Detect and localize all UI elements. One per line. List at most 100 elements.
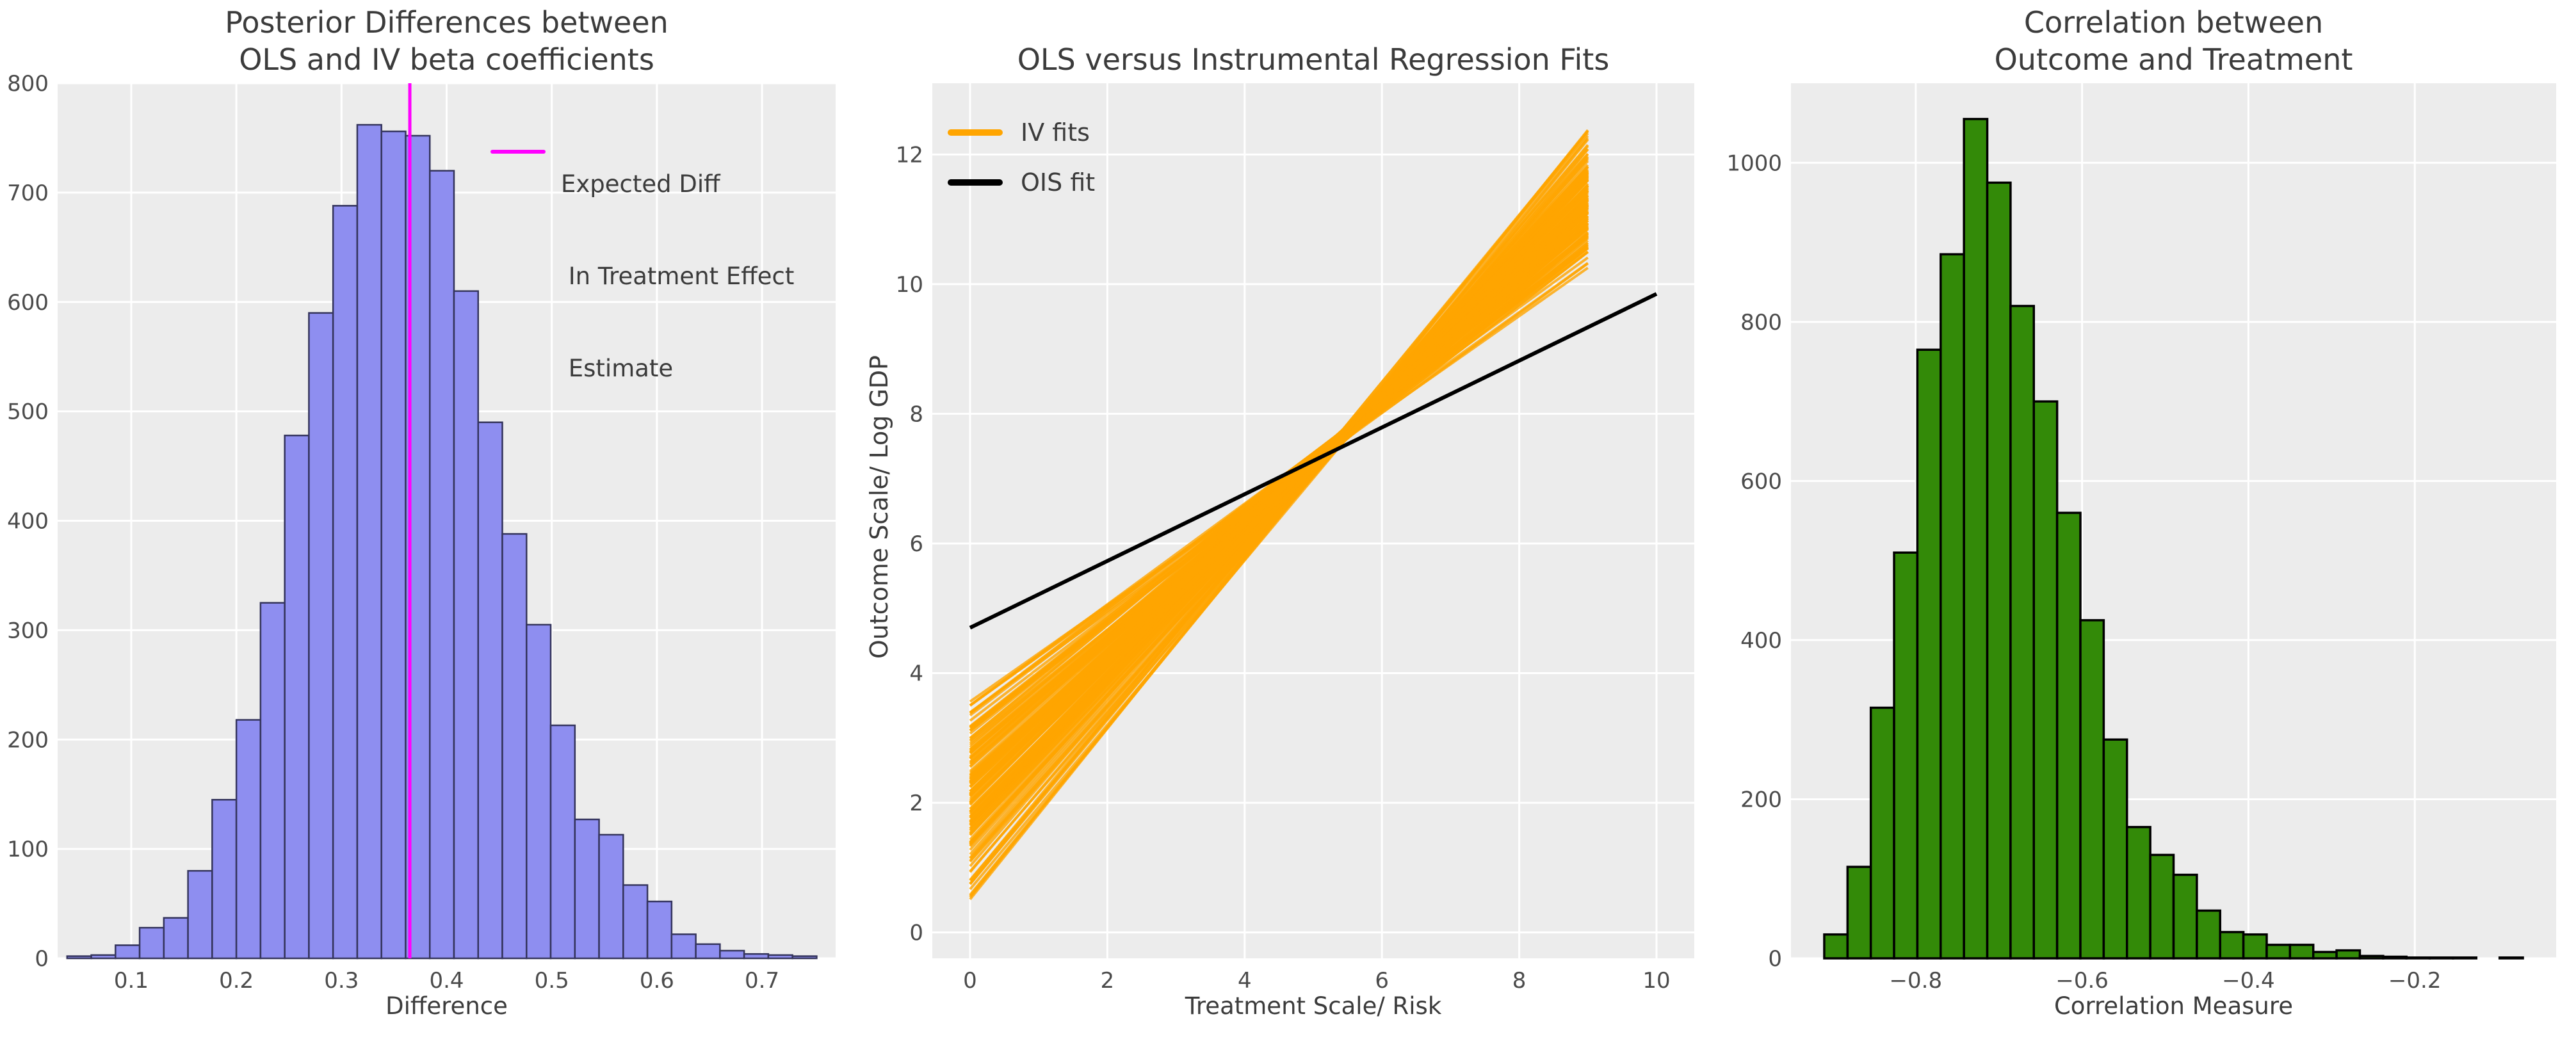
- title-line: Correlation between: [2023, 5, 2324, 40]
- y-tick-label: 400: [1740, 628, 1782, 654]
- iv-fit-line: [969, 204, 1589, 778]
- histogram-bar: [259, 602, 286, 960]
- x-tick-label: 0.1: [114, 968, 149, 994]
- histogram-bar: [501, 533, 528, 960]
- histogram-bar: [2219, 931, 2245, 960]
- fits-legend: IV fits OIS fit: [948, 108, 1095, 207]
- page-title-right: Correlation between Outcome and Treatmen…: [1791, 4, 2556, 78]
- histogram-bar: [574, 818, 600, 960]
- histogram-bar: [2265, 944, 2292, 960]
- y-tick-label: 100: [7, 837, 49, 862]
- histogram-bar: [767, 954, 793, 960]
- histogram-bar: [2009, 305, 2036, 960]
- ols-line-sample: [948, 179, 1003, 186]
- x-tick-label: 4: [1238, 968, 1252, 994]
- legend-label: Expected Diff In Treatment Effect Estima…: [561, 108, 794, 446]
- histogram-bar: [1986, 181, 2012, 960]
- histogram-bars: [1823, 118, 2524, 960]
- correlation-plot: −0.8 −0.6 −0.4 −0.2 0 200 400 600 800 1000: [1726, 83, 2556, 994]
- histogram-bar: [2335, 949, 2361, 960]
- histogram-bar: [187, 870, 213, 960]
- y-tick-label: 800: [7, 71, 49, 97]
- histogram-bar: [1893, 551, 1919, 960]
- legend-entry-iv: IV fits: [948, 108, 1095, 157]
- histogram-bar: [695, 943, 721, 960]
- histogram-bar: [646, 900, 673, 960]
- histogram-bar: [2242, 933, 2268, 960]
- y-tick-label: 2: [909, 791, 923, 816]
- chart-ols-vs-iv-fits: OLS versus Instrumental Regression Fits …: [859, 0, 1717, 1039]
- y-tick-label: 4: [909, 661, 923, 686]
- y-tick-label: 10: [896, 272, 923, 298]
- histogram-bar: [2149, 853, 2175, 960]
- histogram-bar: [2126, 826, 2151, 960]
- posterior-differences-plot: 0.1 0.2 0.3 0.4 0.5 0.6 0.7 0 100 200 300 400 500 600…: [7, 71, 836, 994]
- legend-label-line: Expected Diff: [561, 170, 720, 198]
- histogram-bar: [1846, 866, 1872, 960]
- histogram-bar: [670, 933, 697, 960]
- y-tick-label: 700: [7, 181, 49, 206]
- iv-fit-line: [969, 166, 1589, 846]
- histogram-bar: [138, 926, 165, 960]
- x-tick-label: 0.6: [640, 968, 674, 994]
- x-axis-label-treatment: Treatment Scale/ Risk: [1185, 992, 1442, 1020]
- histogram-bar: [115, 944, 141, 960]
- legend-entry-ols: OIS fit: [948, 157, 1095, 207]
- ols-vs-iv-plot: 0 2 4 6 8 10 0 2 4 6 8 10 12: [896, 83, 1694, 994]
- x-tick-label: 6: [1375, 968, 1389, 994]
- histogram-bar: [332, 205, 359, 960]
- y-tick-label: 0: [35, 946, 49, 972]
- legend-label: OIS fit: [1021, 168, 1096, 197]
- histogram-bar: [1963, 118, 1989, 960]
- histogram-bars: [66, 124, 818, 960]
- chart-posterior-differences: Posterior Differences between OLS and IV…: [0, 0, 859, 1039]
- x-axis-label-correlation: Correlation Measure: [2054, 992, 2294, 1020]
- histogram-bar: [477, 421, 503, 960]
- x-tick-label: 8: [1512, 968, 1527, 994]
- y-tick-label: 12: [896, 142, 923, 168]
- histogram-bar: [356, 124, 382, 960]
- iv-fit-line: [969, 176, 1589, 831]
- histogram-bar: [380, 130, 407, 960]
- histogram-bar: [2032, 400, 2059, 960]
- histogram-bar: [743, 953, 770, 960]
- histogram-bar: [1916, 348, 1942, 960]
- y-tick-label: 6: [909, 531, 923, 557]
- histogram-bar: [2172, 873, 2198, 960]
- histogram-bar: [1823, 933, 1849, 960]
- histogram-bar: [2055, 511, 2082, 960]
- iv-fit-line: [969, 148, 1589, 890]
- y-tick-label: 0: [1768, 946, 1782, 972]
- y-axis-label-outcome: Outcome Scale/ Log GDP: [865, 355, 893, 659]
- legend-label-line: Estimate: [561, 355, 674, 382]
- x-axis-label-difference: Difference: [385, 992, 508, 1020]
- legend-label: IV fits: [1021, 118, 1090, 147]
- y-tick-label: 0: [909, 920, 923, 946]
- histogram-bar: [719, 949, 745, 960]
- expected-diff-legend: Expected Diff In Treatment Effect Estima…: [490, 108, 794, 446]
- x-tick-label: 0.4: [429, 968, 464, 994]
- histogram-bar: [1940, 253, 1965, 960]
- x-tick-label: 10: [1642, 968, 1670, 994]
- histogram-bar: [90, 954, 117, 960]
- histogram-bar: [235, 719, 262, 960]
- y-tick-label: 1000: [1726, 150, 1782, 176]
- y-tick-label: 800: [1740, 310, 1782, 335]
- histogram-bar: [163, 917, 189, 960]
- iv-fit-lines: [969, 129, 1589, 901]
- magenta-line-sample: [490, 150, 546, 154]
- iv-line-sample: [948, 129, 1003, 136]
- page-title-middle: OLS versus Instrumental Regression Fits: [932, 41, 1694, 78]
- histogram-bar: [622, 884, 649, 960]
- y-tick-label: 200: [7, 727, 49, 753]
- histogram-bar: [2079, 619, 2105, 960]
- histogram-bar: [526, 624, 552, 960]
- title-line: Posterior Differences between: [225, 5, 668, 40]
- histogram-bar: [308, 312, 334, 960]
- histogram-bar: [428, 170, 455, 960]
- histogram-bar: [2358, 954, 2385, 960]
- y-tick-label: 600: [7, 290, 49, 316]
- histogram-bar: [1869, 706, 1895, 960]
- histogram-bar: [453, 290, 480, 960]
